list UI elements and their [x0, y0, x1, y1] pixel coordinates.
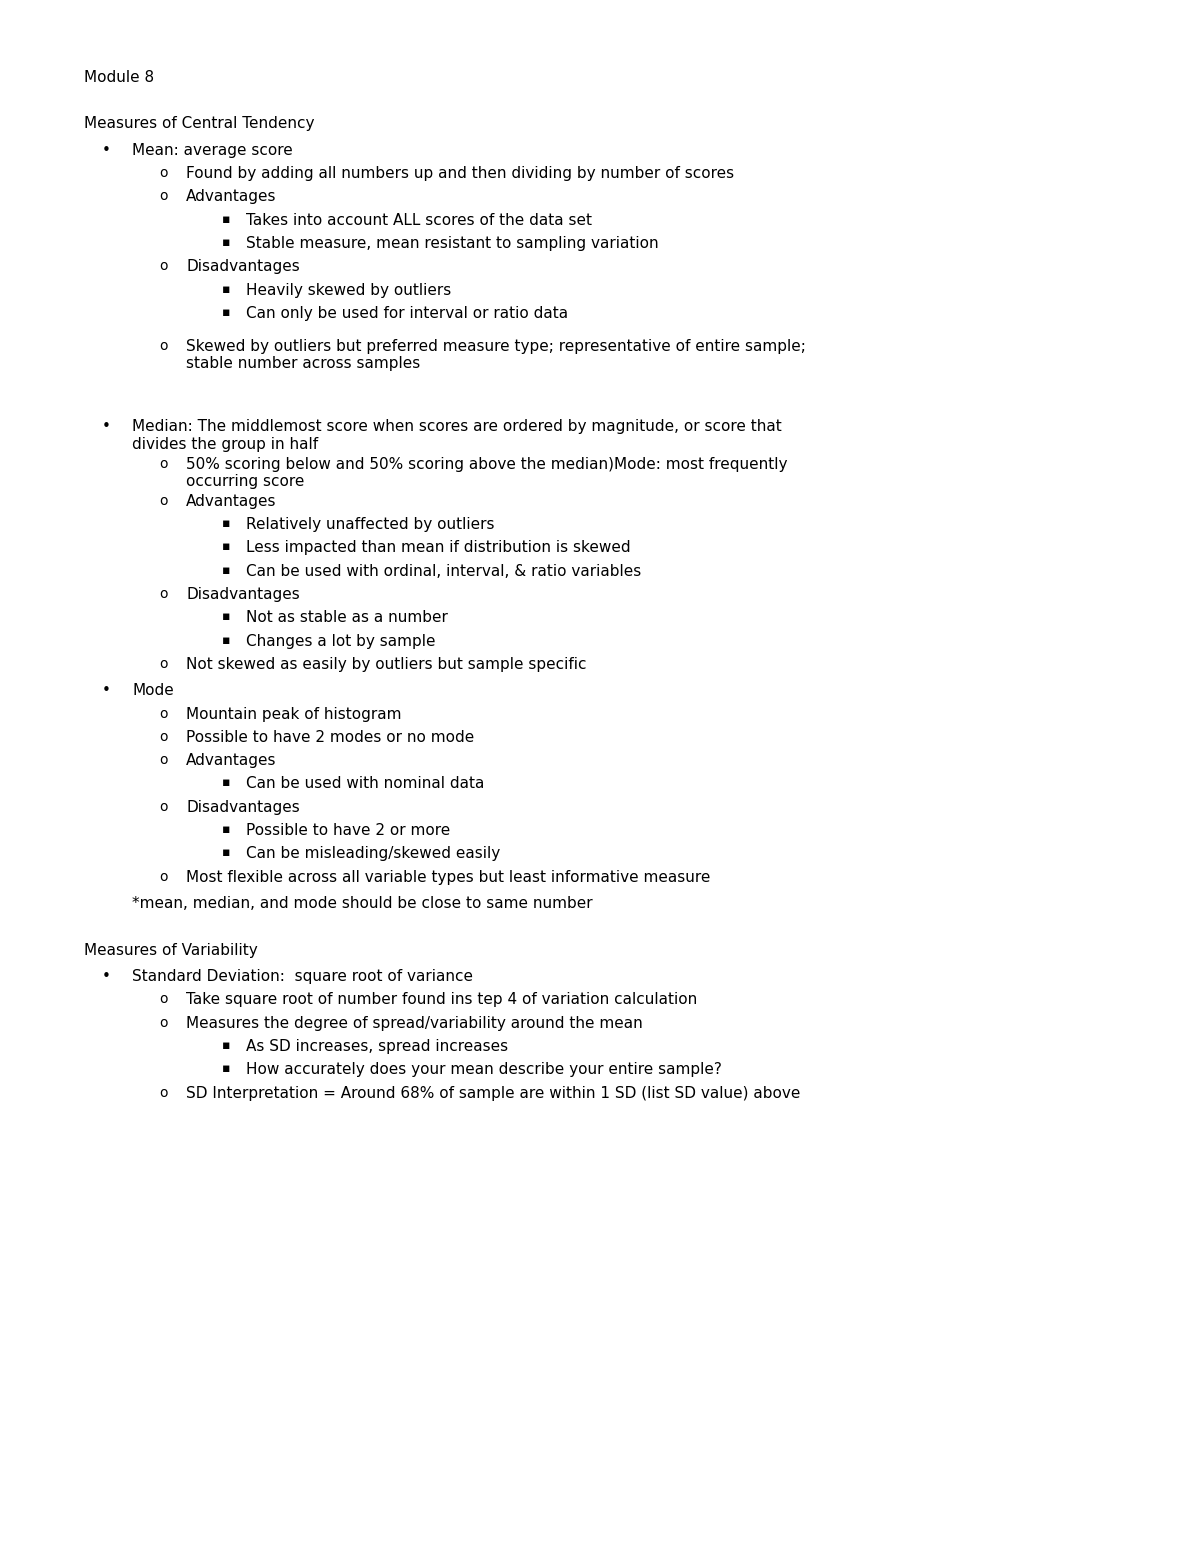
- Text: o: o: [160, 166, 168, 180]
- Text: o: o: [160, 259, 168, 273]
- Text: Can be misleading/skewed easily: Can be misleading/skewed easily: [246, 846, 500, 862]
- Text: o: o: [160, 730, 168, 744]
- Text: o: o: [160, 870, 168, 884]
- Text: •: •: [102, 969, 110, 985]
- Text: Module 8: Module 8: [84, 70, 154, 85]
- Text: Possible to have 2 modes or no mode: Possible to have 2 modes or no mode: [186, 730, 474, 745]
- Text: o: o: [160, 992, 168, 1006]
- Text: Can be used with ordinal, interval, & ratio variables: Can be used with ordinal, interval, & ra…: [246, 564, 641, 579]
- Text: Possible to have 2 or more: Possible to have 2 or more: [246, 823, 450, 839]
- Text: ▪: ▪: [222, 540, 230, 553]
- Text: *mean, median, and mode should be close to same number: *mean, median, and mode should be close …: [132, 896, 593, 912]
- Text: ▪: ▪: [222, 1062, 230, 1075]
- Text: •: •: [102, 143, 110, 158]
- Text: o: o: [160, 753, 168, 767]
- Text: Found by adding all numbers up and then dividing by number of scores: Found by adding all numbers up and then …: [186, 166, 734, 182]
- Text: Heavily skewed by outliers: Heavily skewed by outliers: [246, 283, 451, 298]
- Text: ▪: ▪: [222, 213, 230, 225]
- Text: Mountain peak of histogram: Mountain peak of histogram: [186, 707, 402, 722]
- Text: Not as stable as a number: Not as stable as a number: [246, 610, 448, 626]
- Text: Skewed by outliers but preferred measure type; representative of entire sample;
: Skewed by outliers but preferred measure…: [186, 339, 806, 371]
- Text: Advantages: Advantages: [186, 189, 276, 205]
- Text: Mean: average score: Mean: average score: [132, 143, 293, 158]
- Text: ▪: ▪: [222, 634, 230, 646]
- Text: o: o: [160, 1086, 168, 1100]
- Text: ▪: ▪: [222, 776, 230, 789]
- Text: Disadvantages: Disadvantages: [186, 259, 300, 275]
- Text: o: o: [160, 189, 168, 203]
- Text: Advantages: Advantages: [186, 494, 276, 509]
- Text: Changes a lot by sample: Changes a lot by sample: [246, 634, 436, 649]
- Text: ▪: ▪: [222, 1039, 230, 1051]
- Text: ▪: ▪: [222, 846, 230, 859]
- Text: SD Interpretation = Around 68% of sample are within 1 SD (list SD value) above: SD Interpretation = Around 68% of sample…: [186, 1086, 800, 1101]
- Text: ▪: ▪: [222, 610, 230, 623]
- Text: Advantages: Advantages: [186, 753, 276, 769]
- Text: Can only be used for interval or ratio data: Can only be used for interval or ratio d…: [246, 306, 568, 321]
- Text: o: o: [160, 457, 168, 471]
- Text: o: o: [160, 707, 168, 721]
- Text: Stable measure, mean resistant to sampling variation: Stable measure, mean resistant to sampli…: [246, 236, 659, 252]
- Text: Takes into account ALL scores of the data set: Takes into account ALL scores of the dat…: [246, 213, 592, 228]
- Text: Measures of Variability: Measures of Variability: [84, 943, 258, 958]
- Text: ▪: ▪: [222, 283, 230, 295]
- Text: o: o: [160, 1016, 168, 1030]
- Text: ▪: ▪: [222, 236, 230, 248]
- Text: Standard Deviation:  square root of variance: Standard Deviation: square root of varia…: [132, 969, 473, 985]
- Text: 50% scoring below and 50% scoring above the median)Mode: most frequently
occurri: 50% scoring below and 50% scoring above …: [186, 457, 787, 489]
- Text: ▪: ▪: [222, 517, 230, 530]
- Text: o: o: [160, 800, 168, 814]
- Text: o: o: [160, 494, 168, 508]
- Text: Measures of Central Tendency: Measures of Central Tendency: [84, 116, 314, 132]
- Text: Can be used with nominal data: Can be used with nominal data: [246, 776, 485, 792]
- Text: Disadvantages: Disadvantages: [186, 587, 300, 603]
- Text: Relatively unaffected by outliers: Relatively unaffected by outliers: [246, 517, 494, 533]
- Text: ▪: ▪: [222, 823, 230, 836]
- Text: Most flexible across all variable types but least informative measure: Most flexible across all variable types …: [186, 870, 710, 885]
- Text: Take square root of number found ins tep 4 of variation calculation: Take square root of number found ins tep…: [186, 992, 697, 1008]
- Text: Less impacted than mean if distribution is skewed: Less impacted than mean if distribution …: [246, 540, 631, 556]
- Text: o: o: [160, 587, 168, 601]
- Text: As SD increases, spread increases: As SD increases, spread increases: [246, 1039, 508, 1054]
- Text: •: •: [102, 683, 110, 699]
- Text: Median: The middlemost score when scores are ordered by magnitude, or score that: Median: The middlemost score when scores…: [132, 419, 781, 452]
- Text: Not skewed as easily by outliers but sample specific: Not skewed as easily by outliers but sam…: [186, 657, 587, 672]
- Text: Mode: Mode: [132, 683, 174, 699]
- Text: o: o: [160, 339, 168, 353]
- Text: Measures the degree of spread/variability around the mean: Measures the degree of spread/variabilit…: [186, 1016, 643, 1031]
- Text: ▪: ▪: [222, 306, 230, 318]
- Text: How accurately does your mean describe your entire sample?: How accurately does your mean describe y…: [246, 1062, 722, 1078]
- Text: o: o: [160, 657, 168, 671]
- Text: •: •: [102, 419, 110, 435]
- Text: ▪: ▪: [222, 564, 230, 576]
- Text: Disadvantages: Disadvantages: [186, 800, 300, 815]
